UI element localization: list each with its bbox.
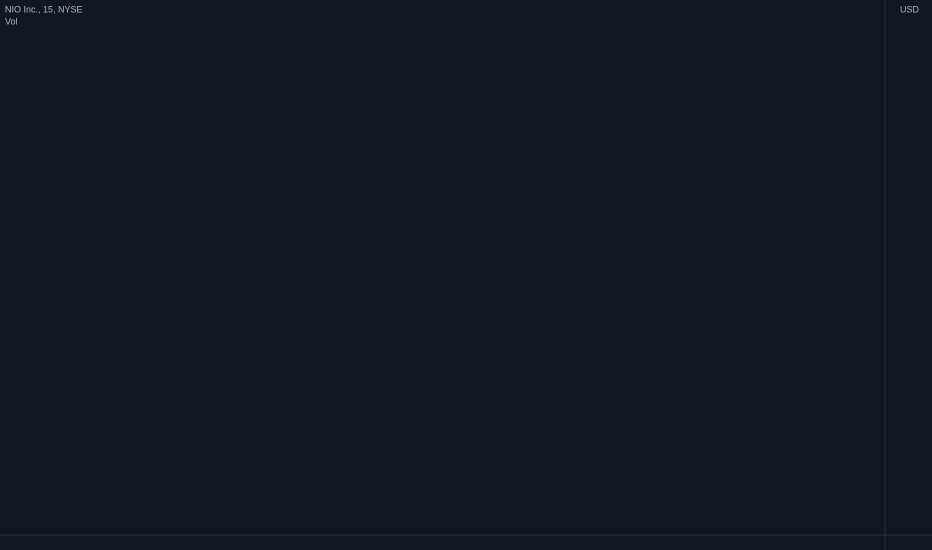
chart-title: NIO Inc., 15, NYSE: [5, 4, 83, 14]
axis-label: USD: [900, 4, 920, 14]
volume-name: Vol: [5, 16, 18, 26]
